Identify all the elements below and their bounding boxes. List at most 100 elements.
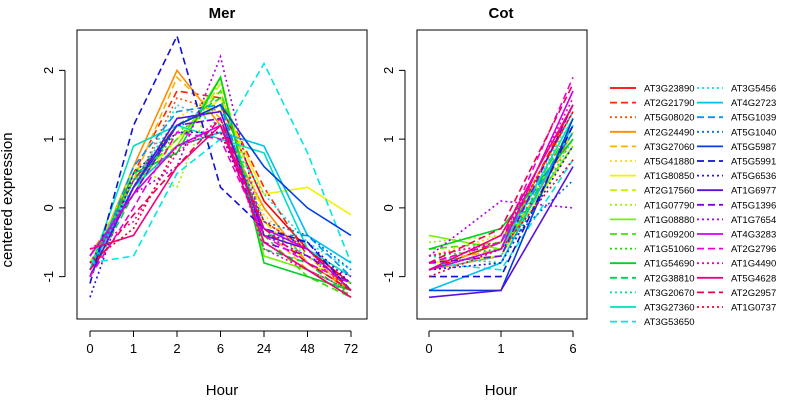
legend-label: AT5G08020 [644, 113, 695, 124]
legend-label: AT4G2723 [731, 98, 776, 109]
plot-frame-mer [76, 29, 368, 320]
legend-item-at2g38810: AT2G38810 [610, 273, 695, 284]
legend-label: AT2G38810 [644, 273, 695, 284]
legend-label: AT1G6977 [731, 186, 776, 197]
legend-item-at5g4628: AT5G4628 [697, 273, 776, 284]
legend-item-at2g2796: AT2G2796 [697, 244, 776, 255]
legend-item-at2g24490: AT2G24490 [610, 127, 695, 138]
legend-label: AT1G08880 [644, 215, 695, 226]
legend-item-at5g5987: AT5G5987 [697, 142, 776, 153]
legend-label: AT3G53650 [644, 317, 695, 328]
legend-label: AT1G54690 [644, 259, 695, 270]
legend-label: AT5G6536 [731, 171, 776, 182]
series-line-mer-at1g0737 [89, 131, 352, 291]
y-tick-label-cot-0: -1 [381, 271, 396, 283]
legend-item-at1g54690: AT1G54690 [610, 259, 695, 270]
series-line-cot-at5g1396 [428, 104, 574, 264]
series-line-cot-at1g7654 [428, 200, 574, 257]
series-line-cot-at1g6977 [428, 166, 574, 299]
series-layer-cot [428, 76, 574, 299]
x-axis-cot: 0 1 6 [425, 330, 577, 356]
series-line-cot-at1g4490 [428, 97, 574, 257]
series-line-cot-at5g41880 [428, 118, 574, 257]
legend-item-at1g51060: AT1G51060 [610, 244, 695, 255]
legend-item-at2g2957: AT2G2957 [697, 288, 776, 299]
legend-item-at4g2723: AT4G2723 [697, 98, 776, 109]
legend-label: AT2G17560 [644, 186, 695, 197]
series-line-mer-at5g5991 [89, 33, 352, 291]
legend-item-at3g27060: AT3G27060 [610, 142, 695, 153]
legend-label: AT4G3283 [731, 230, 776, 241]
series-line-cot-at2g2957 [428, 83, 574, 264]
legend-label: AT1G4490 [731, 259, 776, 270]
series-line-cot-at3g5456 [428, 111, 574, 271]
y-tick-label-mer-2: 1 [41, 136, 56, 143]
series-line-cot-at5g4628 [428, 104, 574, 271]
y-axis-mer: -1 0 1 2 [41, 67, 66, 283]
legend-label: AT3G20670 [644, 288, 695, 299]
legend-label: AT3G5456 [731, 84, 776, 95]
x-tick-label-mer-1: 1 [130, 341, 137, 356]
series-line-cot-at1g0737 [428, 159, 574, 278]
legend-item-at3g53650: AT3G53650 [610, 317, 695, 328]
legend-item-at1g0737: AT1G0737 [697, 303, 776, 314]
series-line-mer-at5g6536 [89, 131, 352, 298]
legend-item-at3g23890: AT3G23890 [610, 84, 695, 95]
legend-label: AT3G27360 [644, 303, 695, 314]
y-tick-label-cot-3: 2 [381, 67, 396, 74]
legend-label: AT1G0737 [731, 303, 776, 314]
x-axis-mer: 0 1 2 6 24 48 72 [86, 330, 358, 356]
series-line-mer-at1g7654 [89, 53, 352, 278]
legend-item-at1g4490: AT1G4490 [697, 259, 776, 270]
x-tick-label-mer-0: 0 [86, 341, 93, 356]
panel-title-cot: Cot [489, 5, 514, 22]
legend-item-at1g08880: AT1G08880 [610, 215, 695, 226]
legend-item-at5g41880: AT5G41880 [610, 157, 695, 168]
y-axis-title: centered expression [0, 132, 16, 267]
series-line-mer-at1g4490 [89, 117, 352, 292]
x-tick-label-mer-5: 48 [300, 341, 314, 356]
series-line-cot-at3g23890 [428, 111, 574, 271]
series-line-cot-at5g1040 [428, 179, 574, 271]
series-line-cot-at4g3283 [428, 90, 574, 271]
x-tick-label-mer-4: 24 [257, 341, 271, 356]
series-line-cot-at1g09200 [428, 124, 574, 250]
legend-label: AT5G5987 [731, 142, 776, 153]
series-line-cot-at3g53650 [428, 159, 574, 271]
legend-label: AT1G51060 [644, 244, 695, 255]
legend-item-at5g1039: AT5G1039 [697, 113, 776, 124]
legend-label: AT1G80850 [644, 171, 695, 182]
legend-label: AT3G27060 [644, 142, 695, 153]
y-tick-label-mer-1: 0 [41, 204, 56, 211]
panel-title-mer: Mer [209, 5, 236, 22]
legend-item-at5g5991: AT5G5991 [697, 157, 776, 168]
legend-item-at3g20670: AT3G20670 [610, 288, 695, 299]
x-tick-label-cot-2: 6 [569, 341, 576, 356]
legend-item-at2g17560: AT2G17560 [610, 186, 695, 197]
plot-frame-cot [416, 29, 588, 320]
legend-item-at1g09200: AT1G09200 [610, 230, 695, 241]
legend-item-at2g21790: AT2G21790 [610, 98, 695, 109]
legend-label: AT2G2796 [731, 244, 776, 255]
x-tick-label-cot-1: 1 [497, 341, 504, 356]
legend-label: AT5G1040 [731, 127, 776, 138]
legend-label: AT5G1396 [731, 200, 776, 211]
x-tick-label-mer-2: 2 [173, 341, 180, 356]
legend-item-at1g07790: AT1G07790 [610, 200, 695, 211]
legend-label: AT5G41880 [644, 157, 695, 168]
legend-label: AT1G09200 [644, 230, 695, 241]
legend-label: AT1G7654 [731, 215, 776, 226]
legend-item-at1g80850: AT1G80850 [610, 171, 695, 182]
legend-item-at1g7654: AT1G7654 [697, 215, 776, 226]
legend: AT3G23890 AT2G21790 AT5G08020 AT2G24490 AT3G… [610, 84, 776, 328]
x-axis-title-cot: Hour [485, 382, 518, 399]
legend-item-at5g08020: AT5G08020 [610, 113, 695, 124]
series-line-cot-at4g2723 [428, 125, 574, 292]
y-tick-label-mer-0: -1 [41, 271, 56, 283]
legend-label: AT2G2957 [731, 288, 776, 299]
legend-label: AT5G5991 [731, 157, 776, 168]
series-line-cot-at5g5991 [429, 125, 574, 278]
series-line-mer-at5g4628 [89, 123, 352, 298]
y-axis-cot: -1 0 1 2 [381, 67, 406, 283]
